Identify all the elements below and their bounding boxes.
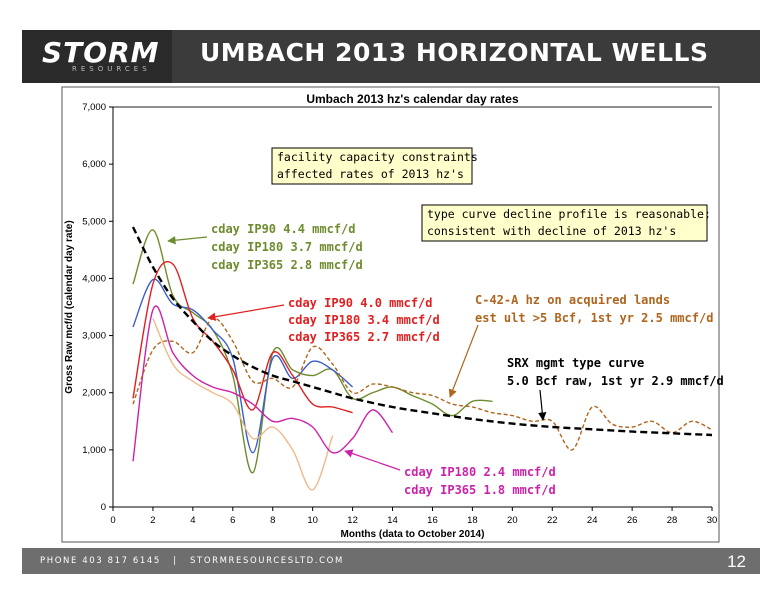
x-tick-label: 10 <box>307 515 318 526</box>
x-axis-label: Months (data to October 2014) <box>341 529 485 540</box>
slide-header: STORM RESOURCES UMBACH 2013 HORIZONTAL W… <box>22 30 760 83</box>
x-tick-label: 2 <box>150 515 155 526</box>
footer-phone: PHONE 403 817 6145 <box>40 556 161 566</box>
annotation-red-ip-line: cday IP365 2.7 mmcf/d <box>288 330 440 344</box>
y-tick-label: 1,000 <box>82 445 106 456</box>
annotation-facility-constraints-box <box>271 147 473 185</box>
y-tick-label: 6,000 <box>82 159 106 170</box>
annotation-red-ip-line: cday IP180 3.4 mmcf/d <box>288 313 440 327</box>
annotation-green-ip-line: cday IP180 3.7 mmcf/d <box>211 240 363 254</box>
annotation-green-ip-line: cday IP90 4.4 mmcf/d <box>211 222 356 236</box>
series-c42a-well <box>132 317 713 451</box>
annotation-magenta-ip-line: cday IP180 2.4 mmcf/d <box>404 465 556 479</box>
annotation-type-curve-profile-line: consistent with decline of 2013 hz's <box>427 224 676 238</box>
arrow-brown <box>448 324 479 398</box>
company-logo: STORM <box>42 36 160 69</box>
x-tick-label: 4 <box>190 515 195 526</box>
x-tick-label: 22 <box>547 515 558 526</box>
annotation-facility-constraints-line: facility capacity constraints <box>277 150 478 164</box>
chart-title: Umbach 2013 hz's calendar day rates <box>306 92 519 106</box>
x-tick-label: 16 <box>427 515 438 526</box>
series-red-well <box>132 260 353 414</box>
y-tick-label: 4,000 <box>82 273 106 284</box>
arrow-magenta <box>344 449 401 471</box>
series-green-well <box>132 229 493 474</box>
x-tick-label: 26 <box>627 515 638 526</box>
slide-footer: PHONE 403 817 6145 | STORMRESOURCESLTD.C… <box>22 548 760 574</box>
annotation-facility-constraints-line: affected rates of 2013 hz's <box>277 167 464 181</box>
company-logo-subtext: RESOURCES <box>72 65 151 73</box>
footer-contact: PHONE 403 817 6145 | STORMRESOURCESLTD.C… <box>40 556 344 566</box>
series-magenta-well <box>132 305 394 462</box>
annotation-c42a-line: C-42-A hz on acquired lands <box>475 293 670 307</box>
x-tick-label: 8 <box>270 515 275 526</box>
x-tick-label: 12 <box>347 515 358 526</box>
arrow-black <box>538 389 547 421</box>
annotation-magenta-ip-line: cday IP365 1.8 mmcf/d <box>404 483 556 497</box>
x-tick-label: 14 <box>387 515 398 526</box>
page-number: 12 <box>727 552 746 571</box>
footer-divider: | <box>173 556 178 566</box>
y-tick-label: 5,000 <box>82 216 106 227</box>
series-tan-well <box>152 318 334 491</box>
y-tick-label: 2,000 <box>82 388 106 399</box>
x-tick-label: 24 <box>587 515 598 526</box>
y-axis-label: Gross Raw mcf/d (calendar day rate) <box>64 220 75 393</box>
annotation-type-curve-line: 5.0 Bcf raw, 1st yr 2.9 mmcf/d <box>507 374 724 388</box>
x-tick-label: 18 <box>467 515 478 526</box>
x-tick-label: 30 <box>707 515 718 526</box>
x-tick-label: 6 <box>230 515 235 526</box>
annotation-type-curve-profile-box <box>421 204 708 242</box>
footer-website: STORMRESOURCESLTD.COM <box>190 556 344 566</box>
annotation-c42a-line: est ult >5 Bcf, 1st yr 2.5 mmcf/d <box>475 311 713 325</box>
logo-area: STORM RESOURCES <box>22 30 172 83</box>
annotation-type-curve-line: SRX mgmt type curve <box>507 356 644 370</box>
x-tick-label: 0 <box>110 515 115 526</box>
annotation-type-curve-profile-line: type curve decline profile is reasonable… <box>427 207 711 221</box>
x-tick-label: 20 <box>507 515 518 526</box>
annotation-red-ip-line: cday IP90 4.0 mmcf/d <box>288 296 433 310</box>
arrow-green <box>167 236 208 245</box>
series-type-curve <box>131 226 713 437</box>
y-tick-label: 3,000 <box>82 331 106 342</box>
arrow-red <box>207 304 285 321</box>
y-tick-label: 7,000 <box>82 102 106 113</box>
y-tick-label: 0 <box>101 502 106 513</box>
annotation-green-ip-line: cday IP365 2.8 mmcf/d <box>211 258 363 272</box>
slide-title: UMBACH 2013 HORIZONTAL WELLS <box>200 38 709 67</box>
x-tick-label: 28 <box>667 515 678 526</box>
